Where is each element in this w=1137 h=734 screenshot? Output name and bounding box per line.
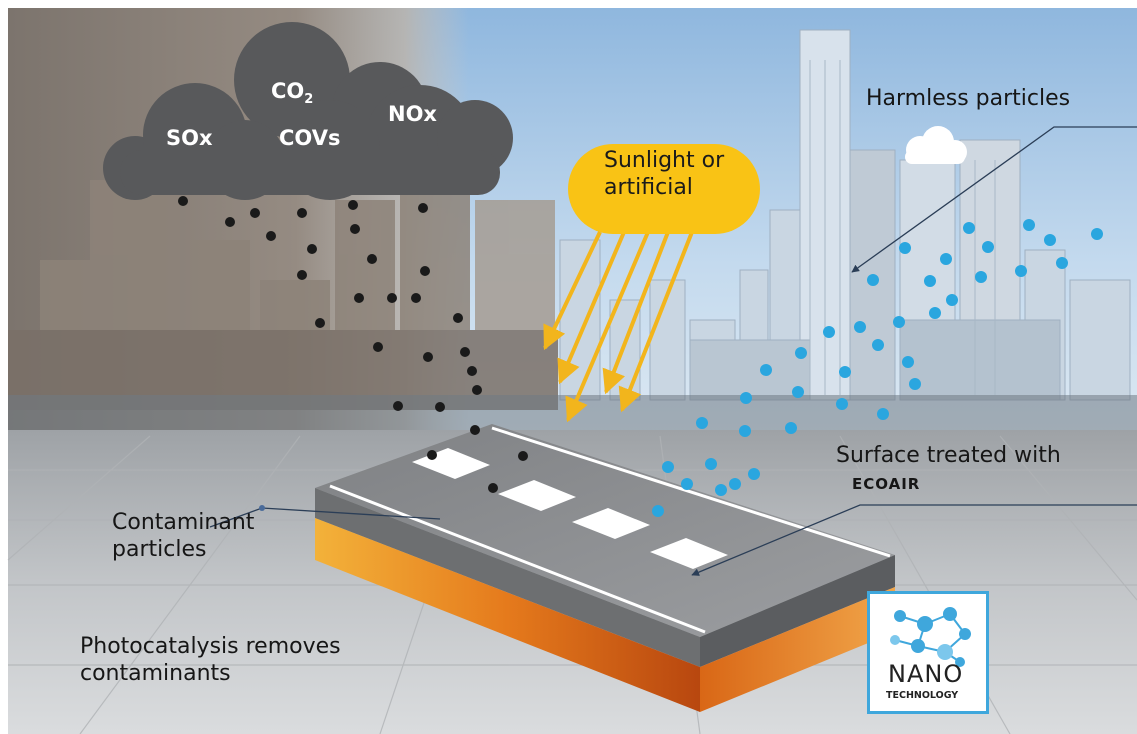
cloud-label-co2: CO2 xyxy=(271,79,313,107)
road-edge-right xyxy=(700,555,895,667)
harmless-particles-label: Harmless particles xyxy=(866,86,1071,111)
road-edge-line-left xyxy=(329,484,706,634)
logo-text-nano: NANO xyxy=(888,660,964,688)
cloud-label-nox: NOx xyxy=(388,102,437,126)
co2-subscript: 2 xyxy=(304,92,314,108)
co2-main: CO xyxy=(271,79,305,103)
nano-technology-logo: NANO TECHNOLOGY xyxy=(867,591,989,714)
road-base-side xyxy=(700,587,895,712)
contaminant-leader-dot xyxy=(259,505,265,511)
harmless-particles xyxy=(652,219,1103,517)
cloud-label-sox: SOx xyxy=(166,126,213,150)
surface-label: Surface treated with xyxy=(836,443,1061,468)
surface-leader xyxy=(691,504,1137,576)
cloud-label-covs: COVs xyxy=(279,126,341,150)
light-source-badge xyxy=(568,144,760,234)
contaminant-particles xyxy=(178,196,528,493)
small-cloud-icon xyxy=(905,126,967,164)
waterfront xyxy=(8,395,1137,436)
harmless-leader xyxy=(851,126,1137,273)
light-source-label: Sunlight or artificial xyxy=(604,148,725,200)
contaminant-particles-label: Contaminant particles xyxy=(112,510,255,562)
surface-brand: ECOAIR xyxy=(852,475,921,493)
molecule-icon xyxy=(890,607,971,667)
light-arrows xyxy=(543,231,694,423)
logo-text-technology: TECHNOLOGY xyxy=(886,690,959,701)
pollution-cloud xyxy=(103,22,513,200)
road-base-front xyxy=(315,518,700,712)
photocatalysis-label: Photocatalysis removes contaminants xyxy=(80,634,341,686)
road-edge-left xyxy=(315,488,700,667)
road-edge-line-right xyxy=(491,426,891,558)
tower-windows xyxy=(809,60,996,395)
